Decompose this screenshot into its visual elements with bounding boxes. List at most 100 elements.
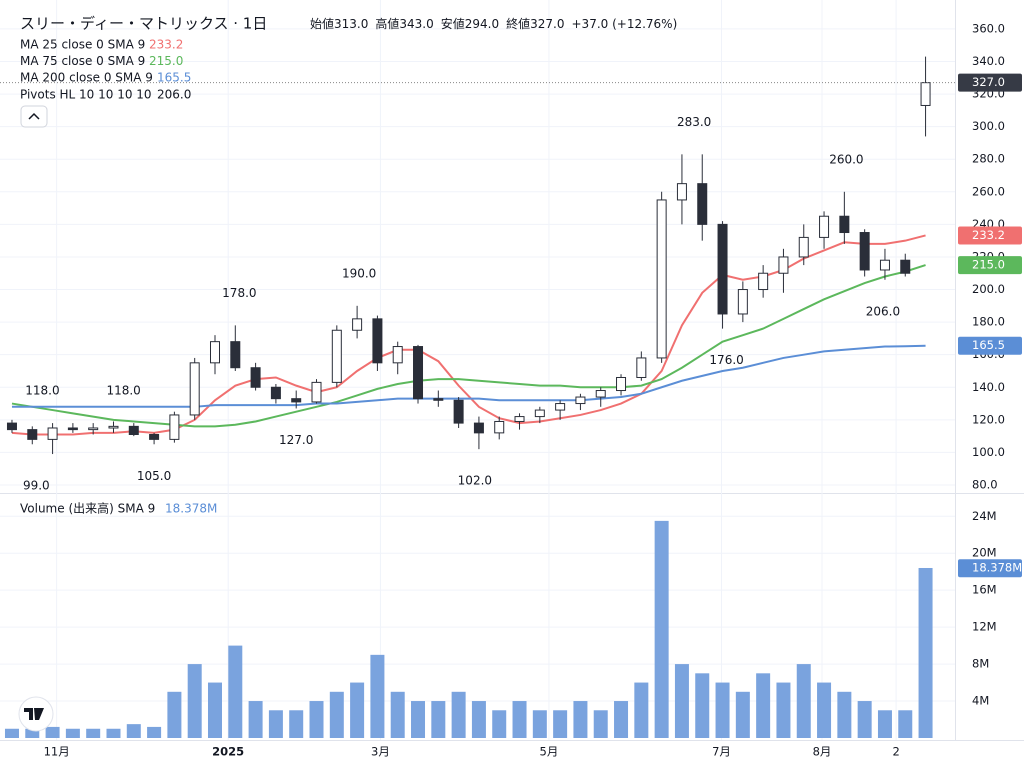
candle-body <box>6 422 17 431</box>
volume-bar <box>532 710 547 738</box>
volume-bar <box>857 701 872 738</box>
candle-body <box>108 425 119 429</box>
candle-body <box>473 422 484 434</box>
collapse-button[interactable] <box>20 105 48 128</box>
y-tick-label: 80.0 <box>972 477 998 491</box>
pivot-high-label: 283.0 <box>677 115 711 129</box>
volume-bar <box>715 682 730 738</box>
candle-body <box>270 386 281 400</box>
indicator-name: MA 200 close 0 SMA 9 <box>20 71 153 85</box>
pivot-high-label: 190.0 <box>342 266 376 280</box>
volume-bar <box>898 710 913 738</box>
candle-body <box>189 362 200 416</box>
ohlc-value: 313.0 <box>334 17 368 31</box>
candle-body <box>128 425 139 436</box>
y-tick-label: 20M <box>972 546 997 560</box>
y-tick-label: 8M <box>972 657 989 671</box>
y-tick-label: 140.0 <box>972 380 1005 394</box>
candle-body <box>311 381 322 403</box>
price-badge <box>958 226 1022 245</box>
candle-body <box>433 398 444 401</box>
volume-bar <box>350 682 365 738</box>
candle-body <box>514 416 525 422</box>
candle-body <box>676 183 687 201</box>
candle-body <box>149 434 160 440</box>
y-tick-label: 12M <box>972 620 997 634</box>
candle-body <box>595 390 606 398</box>
volume-bar <box>187 664 202 738</box>
y-tick-label: 280.0 <box>972 152 1005 166</box>
ma-line <box>11 234 926 436</box>
volume-bar <box>817 682 832 738</box>
volume-bar <box>634 682 649 738</box>
pivot-low-label: 206.0 <box>866 304 900 318</box>
candle-body <box>88 427 99 431</box>
volume-bar <box>695 673 710 738</box>
indicator-name: MA 25 close 0 SMA 9 <box>20 38 145 52</box>
volume-bar <box>309 701 324 738</box>
x-tick-label: 8月 <box>813 745 832 759</box>
candle-body <box>534 409 545 418</box>
volume-bar <box>776 682 791 738</box>
volume-bar <box>451 691 466 738</box>
price-badge-label: 18.378M <box>972 561 1022 575</box>
candle-body <box>392 346 403 364</box>
volume-bar <box>329 691 344 738</box>
x-tick-label: 2 <box>892 745 899 759</box>
indicator-value: 206.0 <box>157 88 191 102</box>
indicator-name: Pivots HL 10 10 10 10 <box>20 88 152 102</box>
volume-bar <box>573 701 588 738</box>
volume-bar <box>837 691 852 738</box>
candle-body <box>900 259 911 274</box>
pivot-low-label: 99.0 <box>23 479 50 493</box>
volume-bar <box>735 691 750 738</box>
candle-body <box>819 215 830 238</box>
volume-bar <box>228 645 243 738</box>
candle-body <box>453 399 464 424</box>
pivot-high-label: 118.0 <box>106 384 140 398</box>
indicator-value: 215.0 <box>149 54 183 68</box>
volume-bar <box>4 728 19 738</box>
candle-body <box>169 414 180 440</box>
candle-body <box>230 341 241 369</box>
volume-bar <box>431 701 446 738</box>
volume-bar <box>918 567 933 738</box>
volume-bar <box>593 710 608 738</box>
candle-body <box>575 396 586 405</box>
candle-body <box>839 215 850 234</box>
price-badge-label: 165.5 <box>972 338 1005 352</box>
candle-body <box>250 367 261 388</box>
candle-body <box>291 398 302 403</box>
x-tick-label: 11月 <box>44 745 70 759</box>
y-tick-label: 16M <box>972 583 997 597</box>
indicator-name: MA 75 close 0 SMA 9 <box>20 54 145 68</box>
candle-body <box>758 272 769 291</box>
price-badge <box>958 73 1022 92</box>
candle-body <box>737 289 748 315</box>
pivot-high-label: 178.0 <box>222 286 256 300</box>
y-tick-label: 120.0 <box>972 412 1005 426</box>
candle-body <box>67 427 78 431</box>
y-tick-label: 100.0 <box>972 445 1005 459</box>
volume-bar <box>471 701 486 738</box>
volume-bar <box>796 664 811 738</box>
ohlc-value: 327.0 <box>530 17 564 31</box>
volume-bar <box>106 728 121 738</box>
pivot-low-label: 127.0 <box>279 433 313 447</box>
y-tick-label: 300.0 <box>972 119 1005 133</box>
volume-bar <box>674 664 689 738</box>
candle-body <box>352 318 363 331</box>
volume-bar <box>289 710 304 738</box>
volume-bar <box>756 673 771 738</box>
indicator-value: 165.5 <box>157 71 191 85</box>
volume-bar <box>45 726 60 738</box>
candle-body <box>494 420 505 434</box>
candle-body <box>778 256 789 274</box>
candle-body <box>413 346 424 400</box>
volume-bar <box>553 710 568 738</box>
candle-body <box>636 357 647 378</box>
y-tick-label: 180.0 <box>972 315 1005 329</box>
chart-title: スリー・ディー・マトリックス · 1日 <box>20 15 267 33</box>
price-badge-label: 327.0 <box>972 75 1005 89</box>
ma-line <box>11 264 926 428</box>
